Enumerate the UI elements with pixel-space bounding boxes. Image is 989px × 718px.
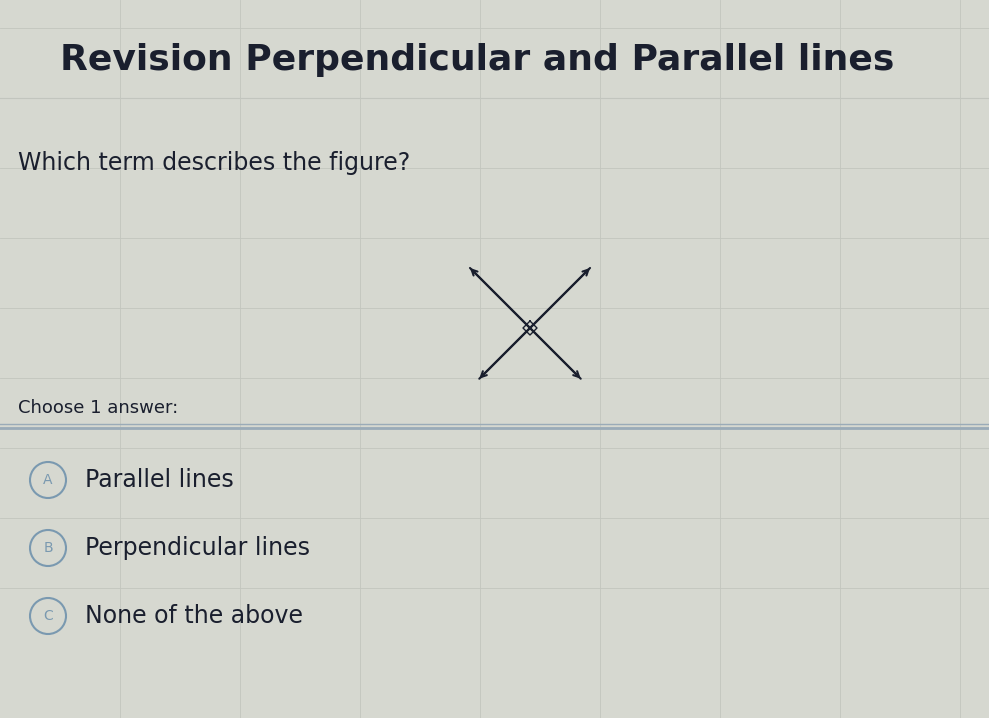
Text: Which term describes the figure?: Which term describes the figure?: [18, 151, 410, 175]
Text: Parallel lines: Parallel lines: [85, 468, 233, 492]
Text: Perpendicular lines: Perpendicular lines: [85, 536, 310, 560]
Text: Revision Perpendicular and Parallel lines: Revision Perpendicular and Parallel line…: [60, 43, 894, 77]
Text: B: B: [44, 541, 52, 555]
Text: C: C: [44, 609, 52, 623]
Text: None of the above: None of the above: [85, 604, 303, 628]
Text: Choose 1 answer:: Choose 1 answer:: [18, 399, 178, 417]
Text: A: A: [44, 473, 52, 487]
